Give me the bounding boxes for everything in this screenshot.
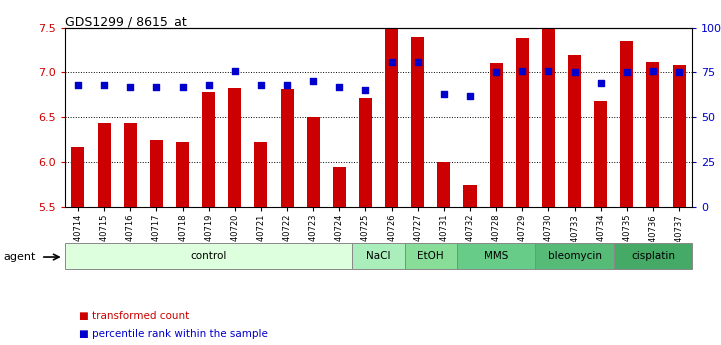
Bar xyxy=(359,98,372,207)
Point xyxy=(569,70,580,75)
Point xyxy=(490,70,502,75)
Bar xyxy=(438,162,451,207)
Point xyxy=(543,68,554,73)
Bar xyxy=(353,243,404,269)
Point xyxy=(72,82,84,88)
Point xyxy=(334,84,345,90)
Bar xyxy=(542,28,555,207)
Bar xyxy=(176,141,189,207)
Point xyxy=(125,84,136,90)
Bar xyxy=(150,140,163,207)
Point xyxy=(516,68,528,73)
Bar xyxy=(614,243,692,269)
Text: MMS: MMS xyxy=(484,251,508,261)
Point xyxy=(438,91,450,97)
Bar xyxy=(97,123,110,207)
Bar xyxy=(620,41,633,207)
Bar xyxy=(535,243,614,269)
Text: ■ transformed count: ■ transformed count xyxy=(79,310,190,321)
Bar xyxy=(411,37,424,207)
Point xyxy=(255,82,267,88)
Bar xyxy=(404,243,457,269)
Text: control: control xyxy=(190,251,227,261)
Bar xyxy=(306,117,319,207)
Point xyxy=(386,59,397,65)
Point xyxy=(412,59,423,65)
Point xyxy=(98,82,110,88)
Point xyxy=(151,84,162,90)
Point xyxy=(595,80,606,86)
Point xyxy=(281,82,293,88)
Bar xyxy=(457,243,535,269)
Text: agent: agent xyxy=(4,252,36,262)
Text: cisplatin: cisplatin xyxy=(631,251,675,261)
Bar xyxy=(647,62,660,207)
Bar xyxy=(333,167,346,207)
Point xyxy=(177,84,188,90)
Text: EtOH: EtOH xyxy=(417,251,444,261)
Point xyxy=(673,70,685,75)
Point xyxy=(229,68,241,73)
Point xyxy=(307,79,319,84)
Point xyxy=(360,88,371,93)
Bar xyxy=(280,89,293,207)
Bar xyxy=(516,38,528,207)
Text: NaCl: NaCl xyxy=(366,251,391,261)
Point xyxy=(647,68,659,73)
Bar xyxy=(464,185,477,207)
Point xyxy=(621,70,632,75)
Point xyxy=(464,93,476,99)
Text: ■ percentile rank within the sample: ■ percentile rank within the sample xyxy=(79,329,268,339)
Bar xyxy=(568,55,581,207)
Text: GDS1299 / 8615_at: GDS1299 / 8615_at xyxy=(65,16,187,29)
Bar xyxy=(490,63,503,207)
Bar xyxy=(229,88,242,207)
Bar xyxy=(385,28,398,207)
Bar xyxy=(673,65,686,207)
Bar xyxy=(202,92,215,207)
Bar xyxy=(65,243,353,269)
Text: bleomycin: bleomycin xyxy=(547,251,601,261)
Bar xyxy=(255,141,267,207)
Bar xyxy=(124,123,137,207)
Bar xyxy=(71,147,84,207)
Bar xyxy=(594,101,607,207)
Point xyxy=(203,82,214,88)
